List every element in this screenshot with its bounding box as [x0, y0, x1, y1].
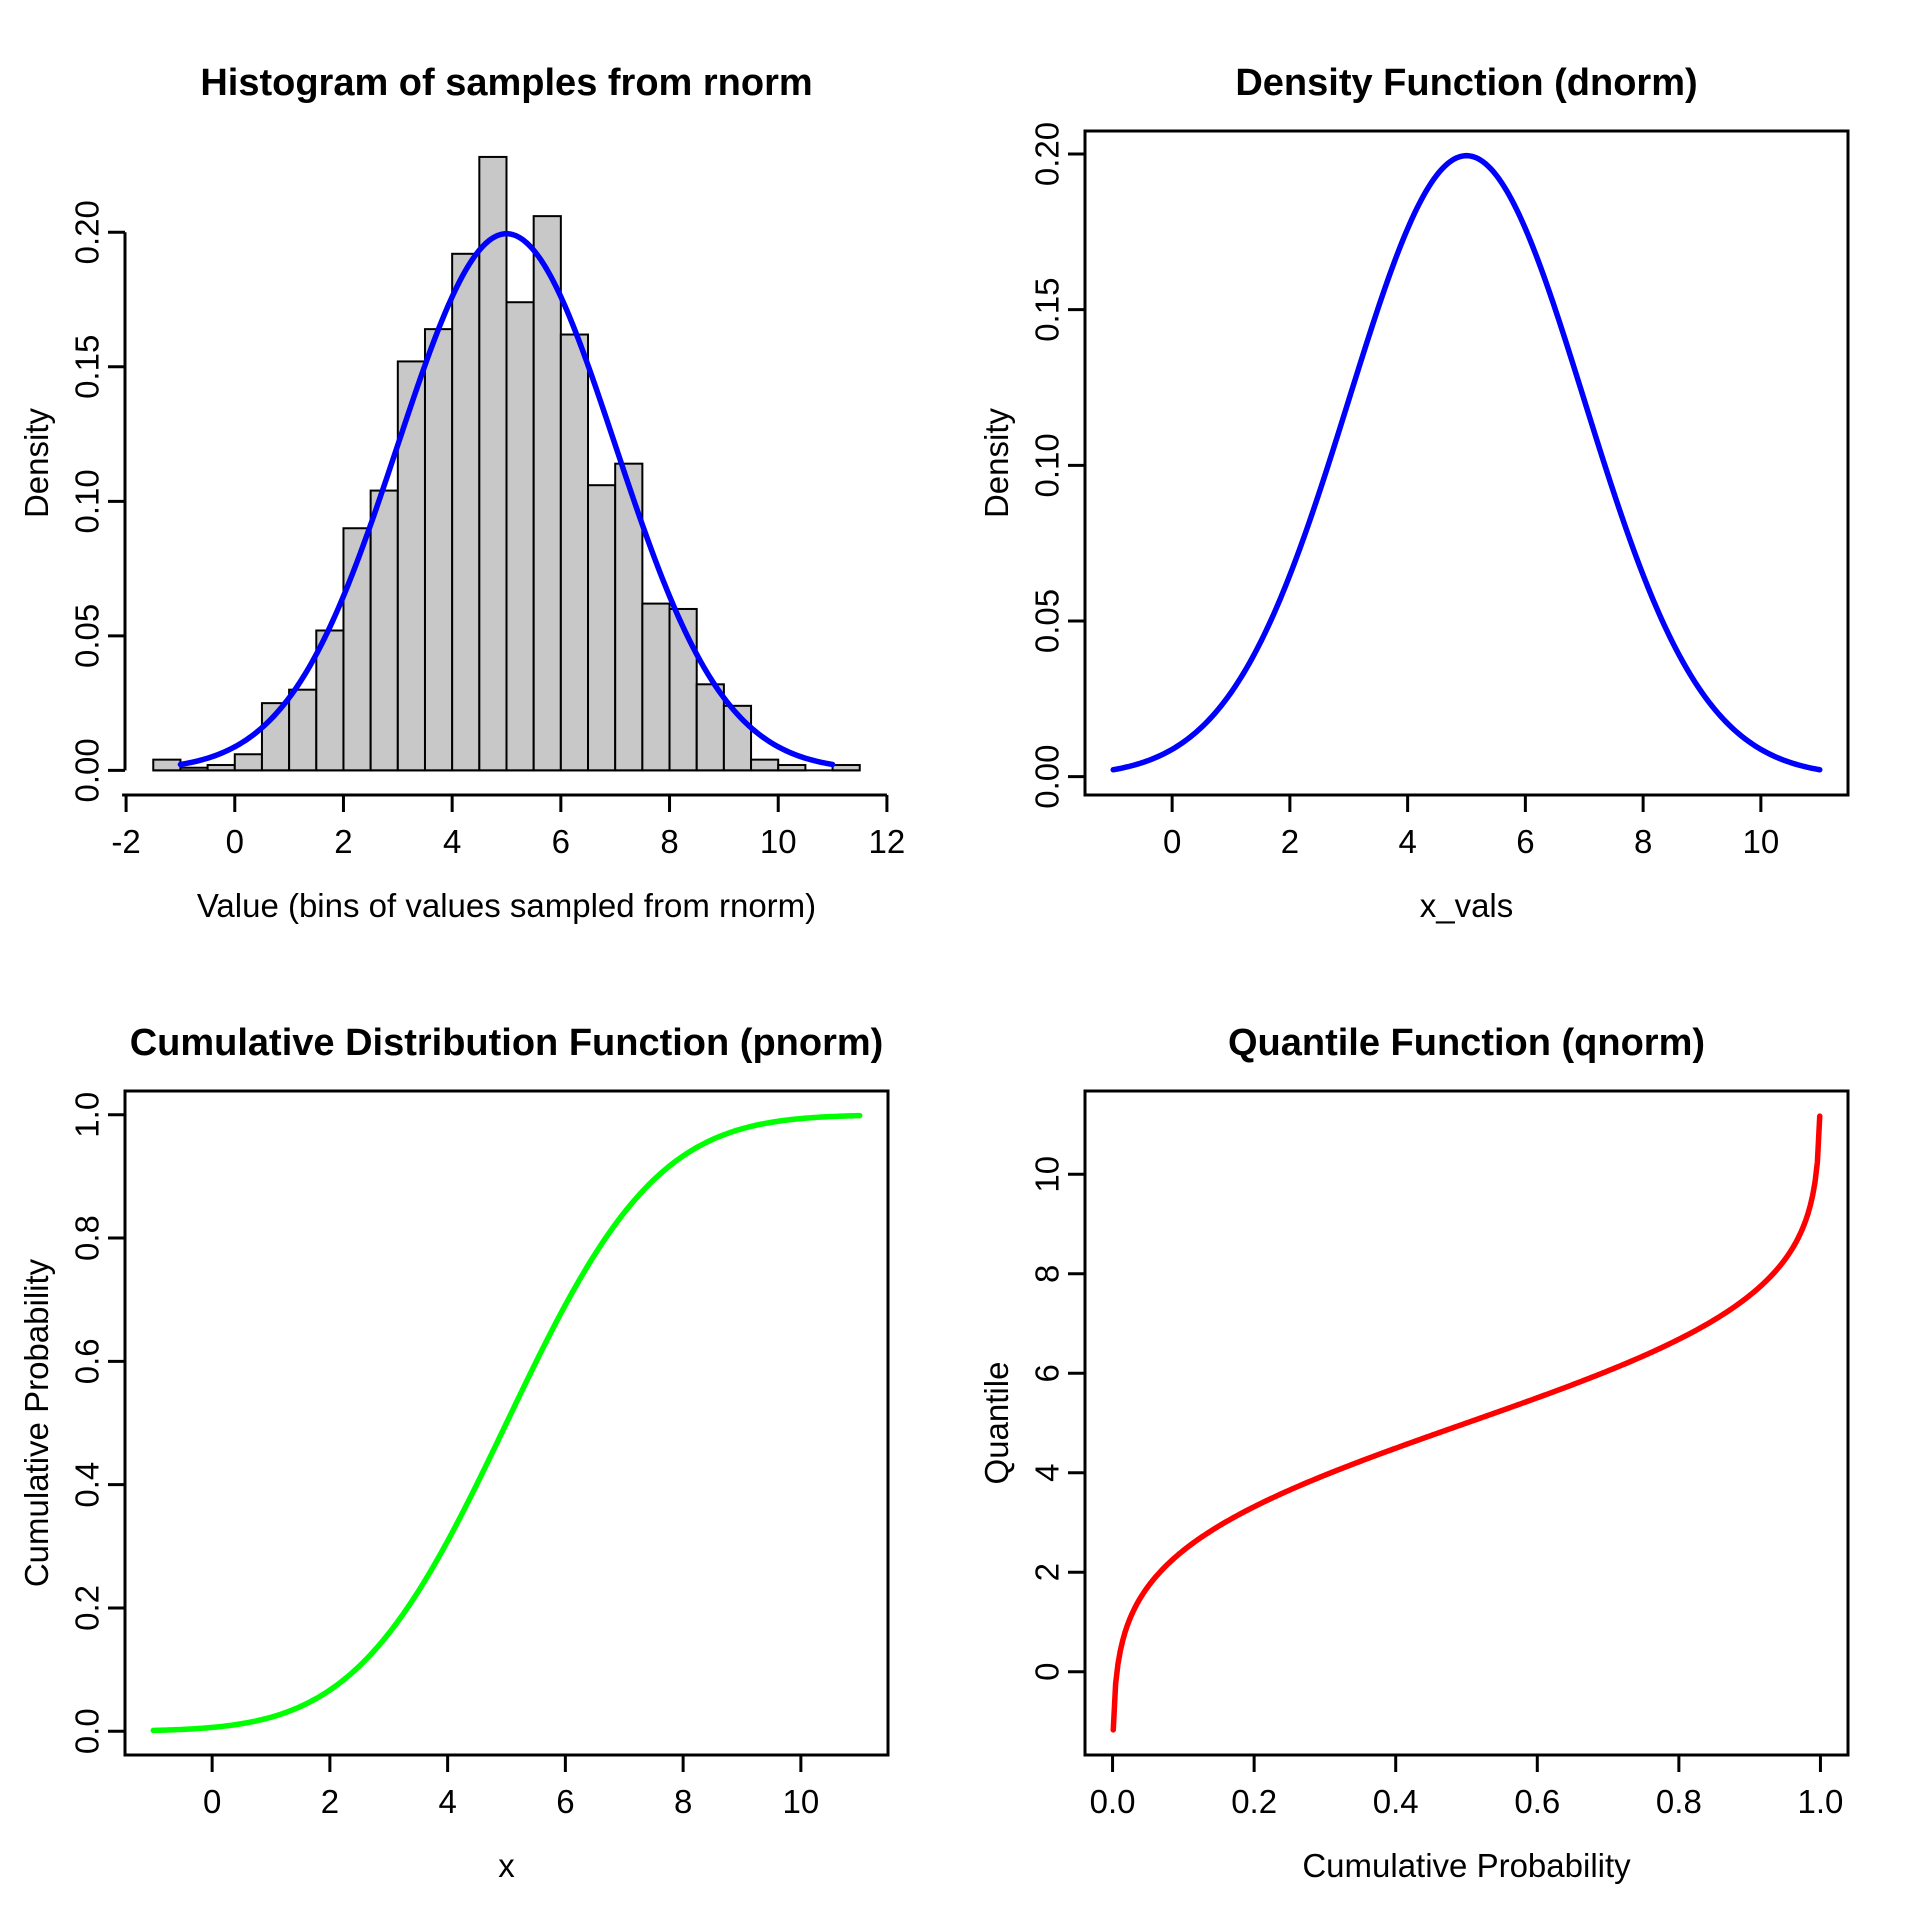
- svg-text:0.05: 0.05: [69, 604, 106, 668]
- y-axis-label: Cumulative Probability: [18, 1258, 55, 1588]
- svg-text:2: 2: [1029, 1563, 1066, 1581]
- panel-density: 0 2 4 6 8 10 0.00 0.05 0.10 0.15 0.20 Density Func…: [960, 0, 1920, 960]
- svg-text:6: 6: [556, 1783, 574, 1820]
- svg-text:4: 4: [1398, 823, 1416, 860]
- panel-title: Density Function (dnorm): [1235, 61, 1698, 104]
- svg-text:0.8: 0.8: [69, 1215, 106, 1261]
- svg-text:-2: -2: [111, 823, 140, 860]
- svg-text:0.10: 0.10: [69, 469, 106, 533]
- svg-text:10: 10: [760, 823, 797, 860]
- svg-text:0.20: 0.20: [1029, 122, 1066, 186]
- quantile-plot: 0.0 0.2 0.4 0.6 0.8 1.0 0 2 4 6 8 10: [1029, 1089, 1850, 1820]
- svg-text:0.00: 0.00: [1029, 745, 1066, 809]
- svg-text:2: 2: [321, 1783, 339, 1820]
- svg-text:0.20: 0.20: [69, 200, 106, 264]
- svg-text:0: 0: [203, 1783, 221, 1820]
- svg-text:4: 4: [1029, 1464, 1066, 1482]
- panel-quantile: 0.0 0.2 0.4 0.6 0.8 1.0 0 2 4 6 8 10 Quantile Funct…: [960, 960, 1920, 1920]
- svg-text:6: 6: [552, 823, 570, 860]
- svg-text:10: 10: [783, 1783, 820, 1820]
- svg-text:12: 12: [869, 823, 906, 860]
- svg-text:0.15: 0.15: [69, 335, 106, 399]
- cdf-plot: 0 2 4 6 8 10 0.0 0.2 0.4 0.6 0.8 1.0: [69, 1089, 890, 1820]
- panel-title: Cumulative Distribution Function (pnorm): [129, 1021, 884, 1064]
- svg-text:0.4: 0.4: [69, 1462, 106, 1508]
- svg-text:10: 10: [1029, 1156, 1066, 1193]
- svg-text:0.2: 0.2: [69, 1585, 106, 1631]
- svg-text:0.0: 0.0: [69, 1708, 106, 1754]
- svg-text:8: 8: [1029, 1265, 1066, 1283]
- svg-text:0.6: 0.6: [69, 1338, 106, 1384]
- x-axis-label: x: [498, 1847, 515, 1884]
- density-plot: 0 2 4 6 8 10 0.00 0.05 0.10 0.15 0.20: [1029, 122, 1850, 860]
- panel-title: Quantile Function (qnorm): [1227, 1021, 1706, 1064]
- svg-text:0.10: 0.10: [1029, 433, 1066, 497]
- panel-histogram: -2 0 2 4 6 8 10 12 0.00 0.05 0.10 0.15 0.20 Histogra…: [0, 0, 960, 960]
- svg-text:4: 4: [443, 823, 461, 860]
- svg-text:6: 6: [1516, 823, 1534, 860]
- x-axis-label: Cumulative Probability: [1302, 1847, 1631, 1884]
- x-axis-label: Value (bins of values sampled from rnorm…: [196, 887, 817, 924]
- svg-text:8: 8: [660, 823, 678, 860]
- svg-text:0.8: 0.8: [1656, 1783, 1702, 1820]
- svg-text:0.0: 0.0: [1090, 1783, 1136, 1820]
- panel-title: Histogram of samples from rnorm: [200, 61, 813, 104]
- svg-text:0.00: 0.00: [69, 738, 106, 802]
- svg-text:2: 2: [1281, 823, 1299, 860]
- svg-text:0.6: 0.6: [1514, 1783, 1560, 1820]
- panel-cdf: 0 2 4 6 8 10 0.0 0.2 0.4 0.6 0.8 1.0 Cumulative Dis…: [0, 960, 960, 1920]
- svg-text:1.0: 1.0: [1798, 1783, 1844, 1820]
- svg-text:4: 4: [438, 1783, 456, 1820]
- svg-text:2: 2: [334, 823, 352, 860]
- svg-text:10: 10: [1743, 823, 1780, 860]
- svg-text:0.2: 0.2: [1231, 1783, 1277, 1820]
- svg-text:0: 0: [1029, 1663, 1066, 1681]
- svg-text:8: 8: [1634, 823, 1652, 860]
- svg-text:1.0: 1.0: [69, 1092, 106, 1138]
- y-axis-label: Density: [18, 407, 55, 519]
- x-axis-label: x_vals: [1419, 887, 1514, 924]
- svg-text:0.05: 0.05: [1029, 589, 1066, 653]
- svg-text:0.15: 0.15: [1029, 278, 1066, 342]
- svg-text:8: 8: [674, 1783, 692, 1820]
- y-axis-label: Quantile: [978, 1361, 1015, 1485]
- y-axis-label: Density: [978, 407, 1015, 519]
- histogram-plot: -2 0 2 4 6 8 10 12 0.00 0.05 0.10 0.15 0.20: [69, 155, 906, 860]
- svg-text:6: 6: [1029, 1364, 1066, 1382]
- svg-text:0: 0: [226, 823, 244, 860]
- svg-text:0.4: 0.4: [1373, 1783, 1419, 1820]
- svg-text:0: 0: [1163, 823, 1181, 860]
